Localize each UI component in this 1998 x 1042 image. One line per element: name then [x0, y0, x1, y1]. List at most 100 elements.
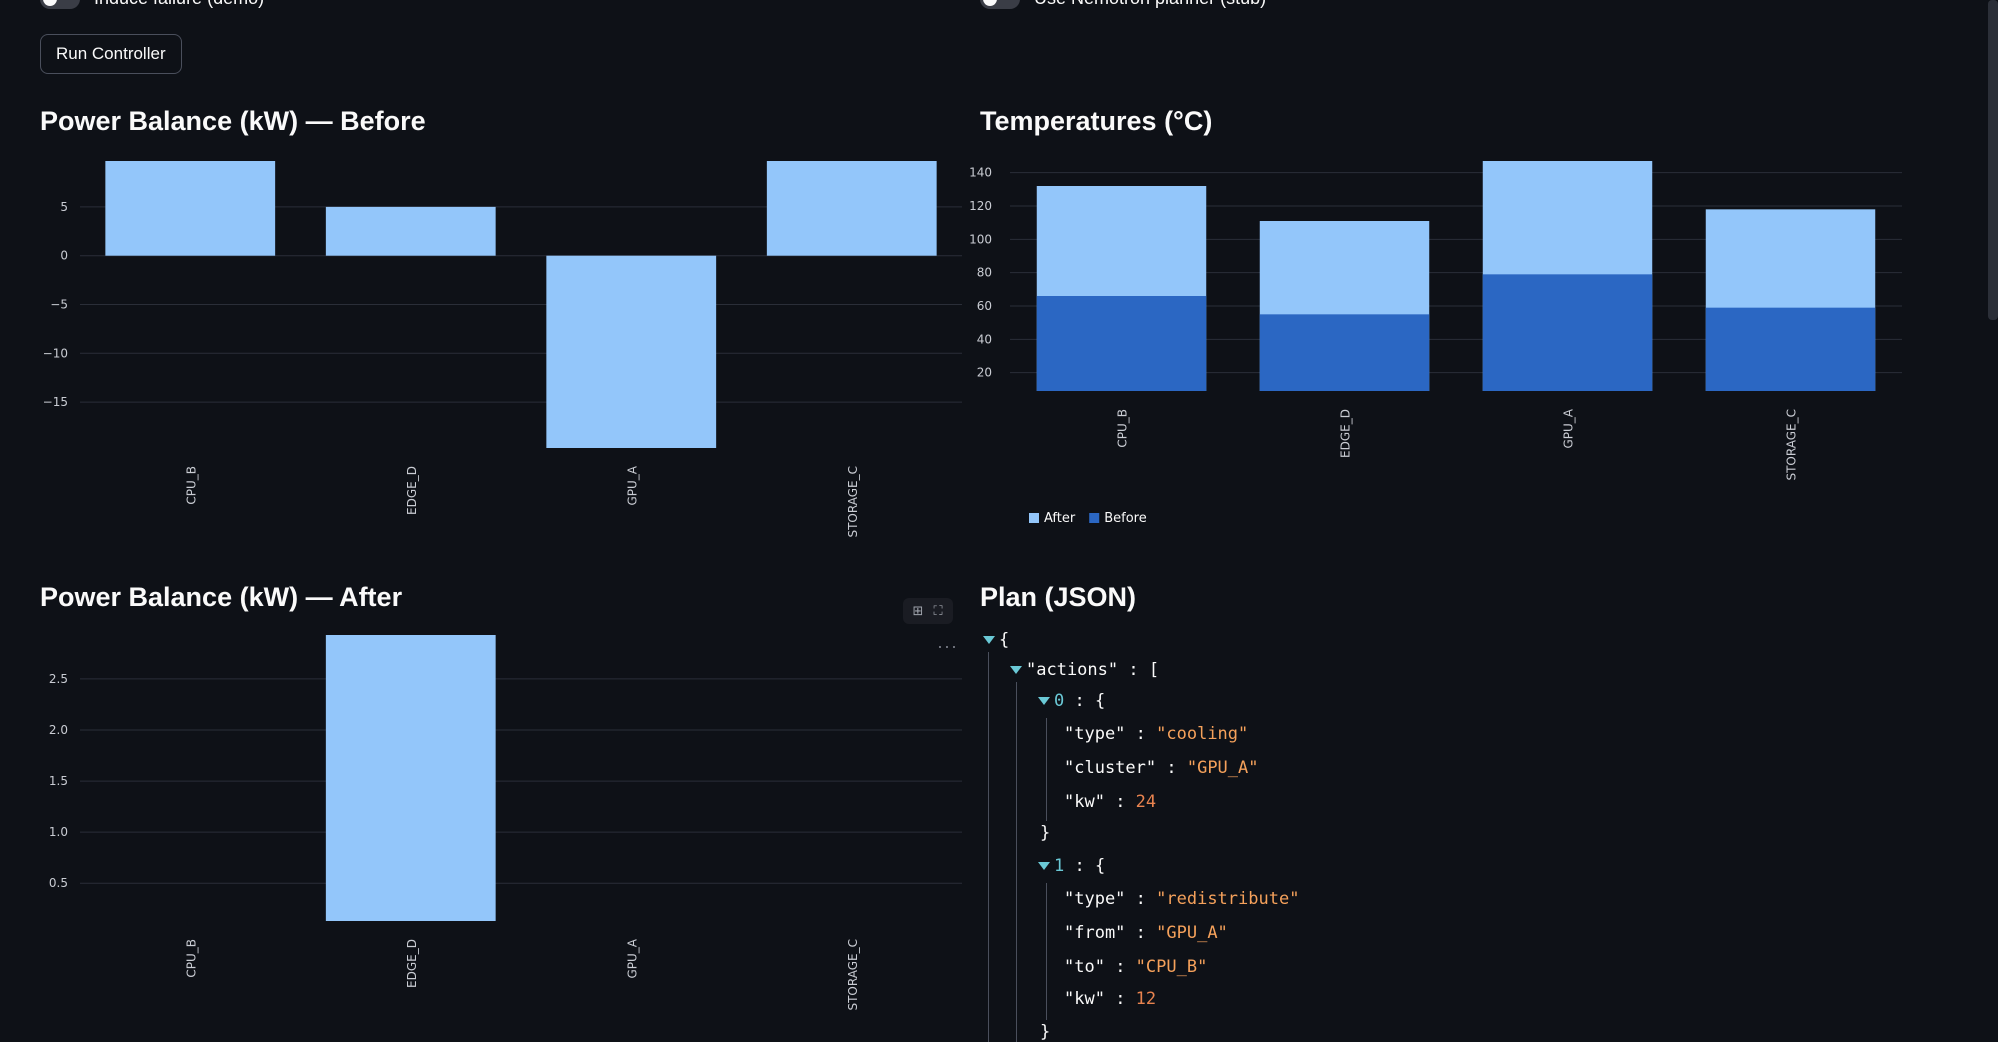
y-tick-label: 5 — [60, 200, 68, 214]
x-tick-label: CPU_B — [1116, 409, 1130, 448]
json-value: 24 — [1135, 792, 1157, 812]
nemotron-toggle[interactable] — [980, 0, 1020, 9]
legend-swatch-before — [1089, 513, 1100, 523]
json-key: "kw" — [1064, 989, 1105, 1009]
bar-cpu_b — [105, 161, 276, 256]
json-value: "redistribute" — [1156, 889, 1300, 909]
json-key: "kw" — [1064, 792, 1105, 812]
x-tick-label: STORAGE_C — [846, 939, 860, 1011]
x-tick-label: GPU_A — [625, 465, 639, 505]
temperatures-chart: 20 40 60 80 100 120 140 CPU_B EDGE_D GPU_A STORAGE… — [969, 161, 1902, 526]
json-indent-guide — [1046, 883, 1047, 1020]
power-before-chart: 5 0 −5 −10 −15 CPU_B EDGE_D GPU_A STORAGE_C — [43, 161, 962, 538]
json-line: "to" : "CPU_B" — [1064, 957, 1208, 977]
bar-edge_d — [325, 635, 496, 921]
x-tick-label: EDGE_D — [405, 466, 419, 515]
bar-gpu_a — [546, 255, 717, 448]
json-line: "cluster" : "GPU_A" — [1064, 758, 1259, 778]
json-line: 1 : { — [1038, 856, 1105, 876]
y-tick-label: 140 — [969, 166, 992, 180]
y-tick-label: 2.5 — [49, 672, 68, 686]
json-key: "from" — [1064, 923, 1126, 943]
y-tick-label: 20 — [977, 366, 992, 380]
x-tick-label: GPU_A — [1562, 408, 1576, 448]
bar-before-gpu_a — [1482, 274, 1653, 391]
x-tick-label: CPU_B — [184, 939, 198, 978]
y-tick-label: 0 — [60, 249, 68, 263]
bar-storage_c — [766, 161, 937, 256]
y-tick-label: 40 — [977, 332, 992, 346]
collapse-caret-icon[interactable] — [1038, 862, 1050, 870]
nemotron-toggle-row[interactable]: Use Nemotron planner (stub) — [980, 0, 1266, 9]
json-line: } — [1040, 1022, 1051, 1042]
json-value: 12 — [1135, 989, 1157, 1009]
json-key: "actions" — [1026, 660, 1119, 680]
json-line: "actions" : [ — [1010, 660, 1159, 680]
table-view-icon[interactable]: ⊞ — [912, 603, 924, 618]
chart-toolbar: ⊞ ⛶ — [903, 598, 953, 624]
json-key: "type" — [1064, 889, 1126, 909]
run-controller-button[interactable]: Run Controller — [40, 34, 182, 74]
induce-failure-toggle[interactable] — [40, 0, 80, 9]
json-value: "GPU_A" — [1186, 758, 1259, 778]
x-tick-label: GPU_A — [625, 938, 639, 978]
induce-failure-label: Induce failure (demo) — [94, 0, 264, 9]
json-line: "kw" : 24 — [1064, 792, 1157, 812]
bar-edge_d — [325, 206, 496, 256]
nemotron-label: Use Nemotron planner (stub) — [1034, 0, 1266, 9]
more-options-icon[interactable]: ··· — [937, 636, 958, 656]
json-index: 0 — [1054, 691, 1065, 711]
x-tick-label: STORAGE_C — [846, 466, 860, 538]
bar-before-storage_c — [1705, 307, 1876, 391]
y-tick-label: 0.5 — [49, 876, 68, 890]
json-index: 1 — [1054, 856, 1065, 876]
y-tick-label: 120 — [969, 199, 992, 213]
json-indent-guide — [1016, 682, 1017, 1042]
json-line: 0 : { — [1038, 691, 1105, 711]
json-key: "type" — [1064, 724, 1126, 744]
power-before-title: Power Balance (kW) — Before — [40, 106, 426, 136]
y-tick-label: 100 — [969, 232, 992, 246]
legend-label-before: Before — [1104, 511, 1147, 526]
collapse-caret-icon[interactable] — [1010, 666, 1022, 674]
y-tick-label: −15 — [43, 395, 68, 409]
json-indent-guide — [988, 652, 989, 1042]
json-value: "GPU_A" — [1156, 923, 1228, 943]
x-tick-label: CPU_B — [184, 466, 198, 505]
y-tick-label: 1.5 — [49, 774, 68, 788]
json-key: "cluster" — [1064, 758, 1157, 778]
power-after-chart: 0.5 1.0 1.5 2.0 2.5 CPU_B EDGE_D GPU_A STORAGE_C — [49, 635, 962, 1011]
json-line: } — [1040, 823, 1051, 843]
bar-before-edge_d — [1259, 314, 1430, 391]
power-after-title: Power Balance (kW) — After — [40, 582, 403, 612]
json-indent-guide — [1046, 718, 1047, 821]
x-tick-label: EDGE_D — [405, 939, 419, 988]
json-value: "cooling" — [1156, 724, 1249, 744]
json-line: "type" : "cooling" — [1064, 724, 1249, 744]
fullscreen-icon[interactable]: ⛶ — [933, 603, 943, 618]
page-scrollbar[interactable] — [1988, 0, 1998, 320]
y-tick-label: −10 — [43, 346, 68, 360]
plan-json-viewer: {"actions" : [ 0 : { "type" : "cooling" "cl… — [980, 630, 1980, 1042]
y-tick-label: −5 — [50, 298, 68, 312]
json-key: "to" — [1064, 957, 1105, 977]
json-line: "from" : "GPU_A" — [1064, 923, 1228, 943]
collapse-caret-icon[interactable] — [983, 636, 995, 644]
json-value: "CPU_B" — [1135, 957, 1208, 977]
y-tick-label: 1.0 — [49, 825, 68, 839]
json-line: "type" : "redistribute" — [1064, 889, 1300, 909]
y-tick-label: 60 — [977, 299, 992, 313]
y-tick-label: 2.0 — [49, 723, 68, 737]
legend-label-after: After — [1044, 511, 1076, 526]
json-line: { — [983, 630, 1009, 650]
induce-failure-toggle-row[interactable]: Induce failure (demo) — [40, 0, 264, 9]
x-tick-label: EDGE_D — [1339, 409, 1353, 458]
temperatures-title: Temperatures (°C) — [980, 106, 1213, 136]
plan-title: Plan (JSON) — [980, 582, 1137, 612]
x-tick-label: STORAGE_C — [1785, 409, 1799, 481]
y-tick-label: 80 — [977, 266, 992, 280]
bar-before-cpu_b — [1036, 296, 1207, 391]
json-line: "kw" : 12 — [1064, 989, 1157, 1009]
collapse-caret-icon[interactable] — [1038, 697, 1050, 705]
legend-swatch-after — [1029, 513, 1039, 523]
